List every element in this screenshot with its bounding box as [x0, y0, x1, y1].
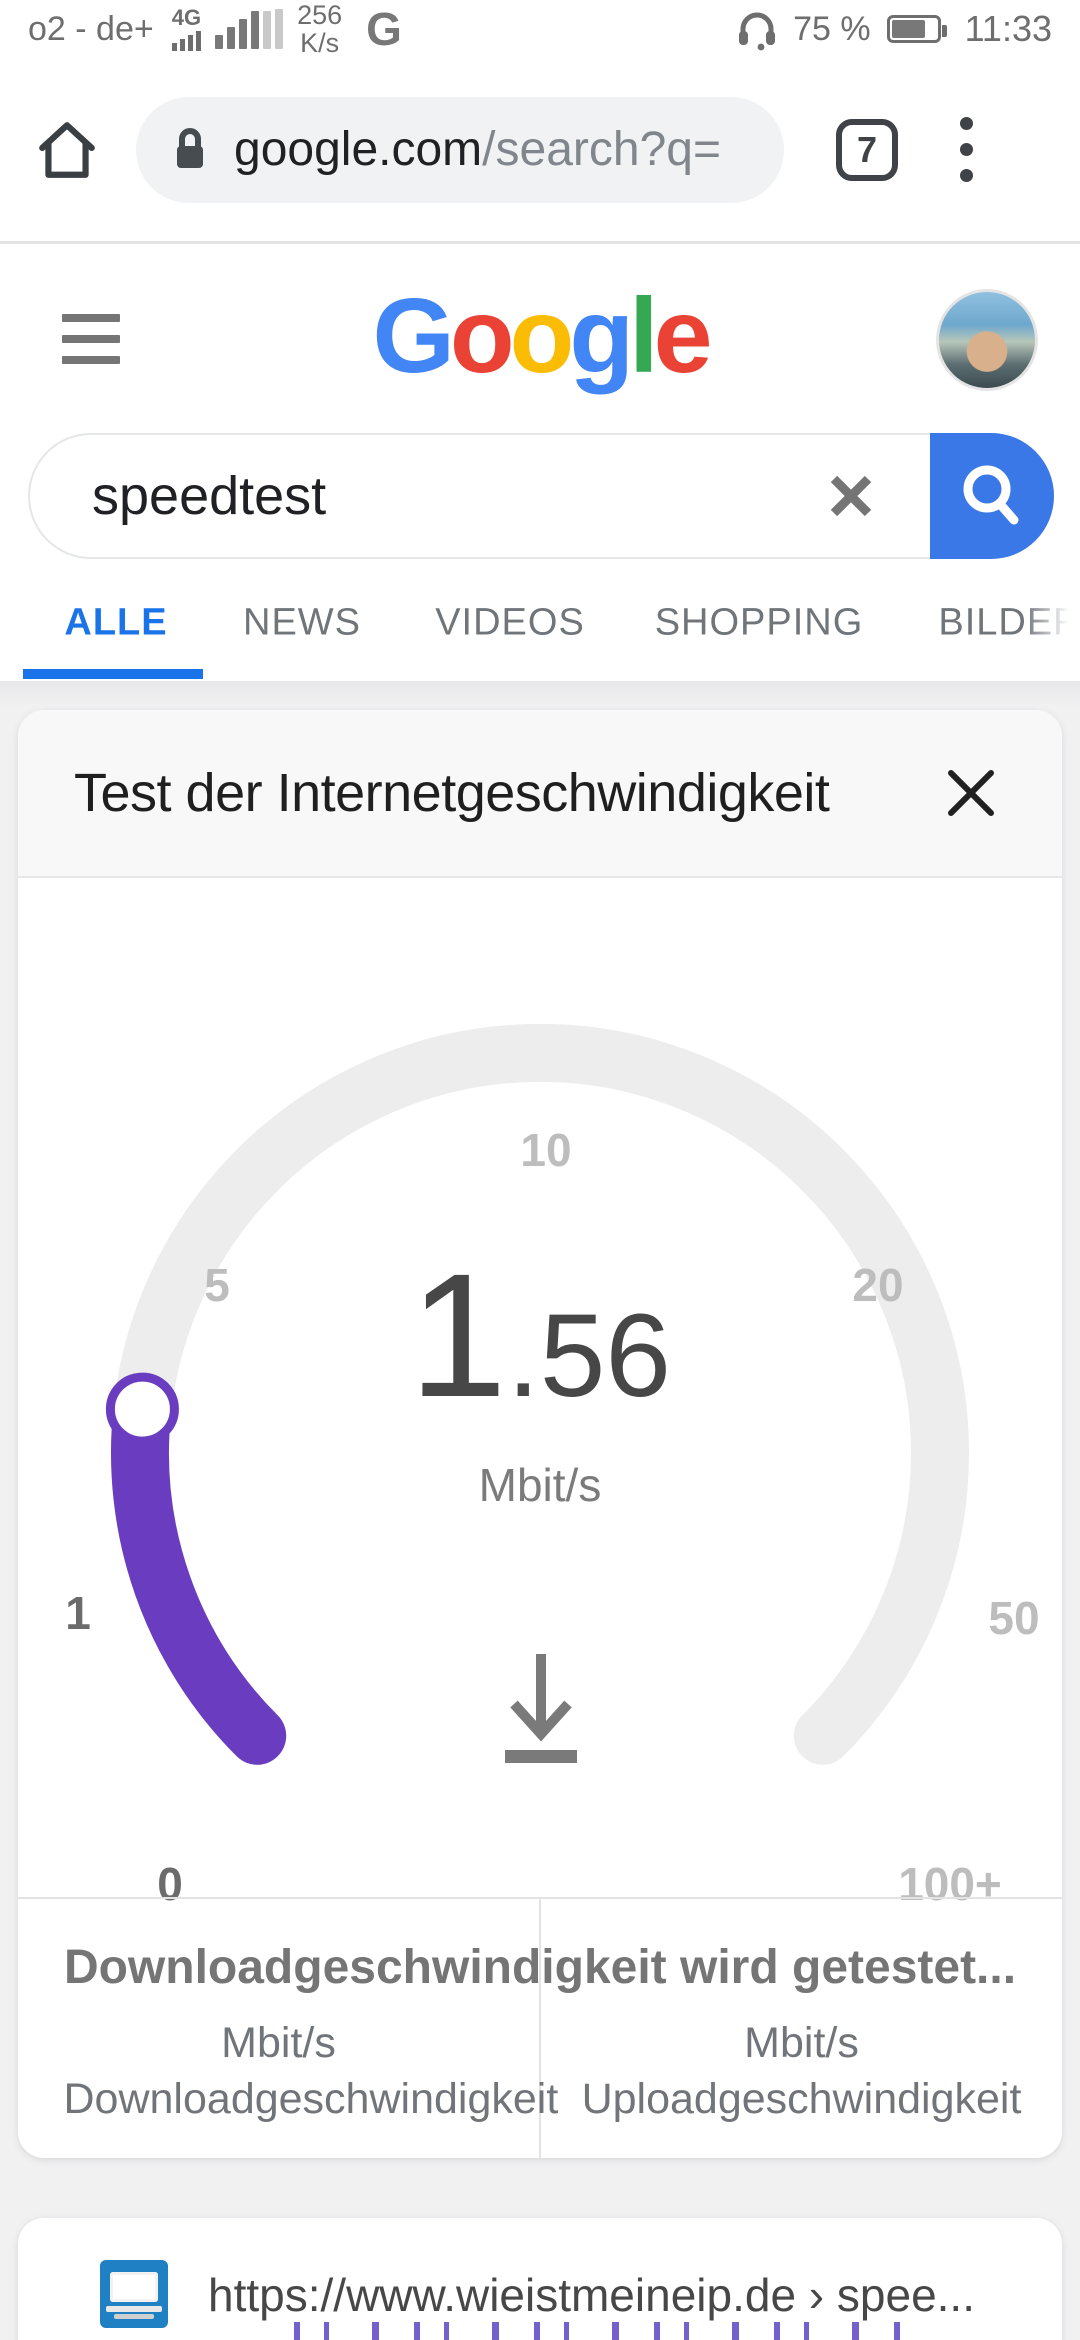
tab-alle[interactable]: ALLE: [64, 601, 168, 644]
battery-percent: 75 %: [793, 9, 871, 48]
gauge-label-10: 10: [520, 1124, 572, 1176]
search-row: speedtest: [0, 433, 1080, 565]
carrier-label: o2 - de+: [28, 9, 154, 48]
google-logo: Google: [372, 277, 712, 395]
search-box: speedtest: [28, 433, 1054, 559]
speedtest-footer: Mbit/s Downloadgeschwindigkeit Mbit/s Up…: [18, 1897, 1062, 2158]
gauge-label-100: 100+: [898, 1858, 1002, 1910]
network-speed: 256 K/s: [297, 0, 343, 58]
home-icon[interactable]: [34, 117, 100, 183]
upload-column: Mbit/s Uploadgeschwindigkeit: [541, 1899, 1062, 2158]
browser-toolbar: google.com/search?q= 7: [0, 58, 1080, 244]
battery-icon: [886, 15, 947, 43]
speedtest-card: Test der Internetgeschwindigkeit 0 1 5 1…: [18, 710, 1062, 2158]
gauge-knob: [105, 1372, 179, 1446]
status-left: o2 - de+ 4G 256 K/s G: [28, 0, 402, 58]
close-icon[interactable]: [936, 758, 1006, 828]
speedtest-title: Test der Internetgeschwindigkeit: [74, 763, 830, 823]
upload-label: Mbit/s Uploadgeschwindigkeit: [581, 2019, 1022, 2124]
url-bar[interactable]: google.com/search?q=: [136, 96, 784, 203]
tab-shopping[interactable]: SHOPPING: [654, 601, 864, 644]
speed-value: 1.56: [409, 1238, 671, 1434]
website-favicon: [100, 2260, 168, 2328]
speed-gauge: 0 1 5 10 20 50 100+ 1.56 Mbit/s Download…: [18, 878, 1062, 1994]
tab-counter[interactable]: 7: [836, 118, 898, 181]
status-bar: o2 - de+ 4G 256 K/s G 75: [0, 0, 1080, 58]
hamburger-icon[interactable]: [62, 314, 120, 364]
gauge-arc: [105, 1023, 969, 1765]
download-label: Mbit/s Downloadgeschwindigkeit: [63, 2019, 559, 2124]
headset-icon: [739, 12, 776, 51]
download-column: Mbit/s Downloadgeschwindigkeit: [18, 1899, 559, 2158]
clear-x-icon[interactable]: [806, 451, 896, 541]
tab-videos[interactable]: VIDEOS: [435, 601, 585, 644]
google-notification-icon: G: [366, 3, 402, 55]
speed-unit: Mbit/s: [478, 1459, 602, 1511]
signal-bars-icon: [215, 9, 284, 49]
url-text: google.com/search?q=: [234, 123, 721, 176]
google-header: Google: [0, 247, 1080, 433]
clipped-result-title: [294, 2322, 900, 2340]
avatar[interactable]: [936, 289, 1038, 391]
search-icon: [963, 465, 1019, 525]
search-input[interactable]: speedtest: [92, 466, 327, 526]
result-card[interactable]: https://www.wieistmeineip.de › spee...: [18, 2218, 1062, 2340]
status-right: 75 % 11:33: [735, 7, 1052, 51]
gauge-label-50: 50: [988, 1592, 1040, 1644]
active-tab-underline: [23, 669, 203, 679]
clock: 11:33: [964, 8, 1052, 49]
tab-news[interactable]: NEWS: [243, 601, 361, 644]
gauge-label-20: 20: [852, 1259, 904, 1311]
gauge-label-0: 0: [157, 1858, 183, 1910]
overflow-menu-icon[interactable]: [954, 111, 979, 188]
speedtest-card-header: Test der Internetgeschwindigkeit: [18, 710, 1062, 878]
lock-icon: [177, 127, 203, 168]
gauge-label-1: 1: [65, 1587, 91, 1639]
tab-bilder[interactable]: BILDER: [938, 601, 1080, 644]
result-url[interactable]: https://www.wieistmeineip.de › spee...: [208, 2269, 975, 2321]
data-activity-icon: [171, 31, 201, 51]
network-type-icon: 4G: [172, 7, 201, 51]
search-button[interactable]: [930, 433, 1054, 559]
gauge-label-5: 5: [204, 1259, 230, 1311]
serp-tabs: ALLE NEWS VIDEOS SHOPPING BILDER: [0, 565, 1080, 681]
download-arrow-icon: [505, 1654, 577, 1763]
